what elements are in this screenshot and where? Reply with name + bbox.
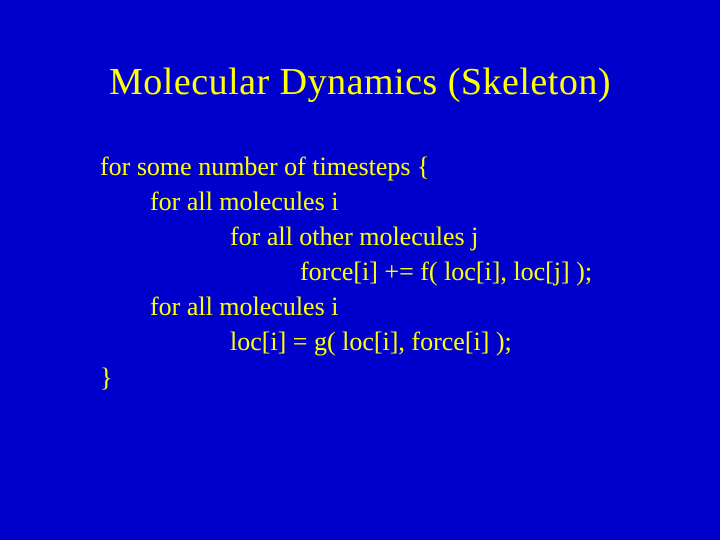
code-line: for all other molecules j <box>100 219 670 254</box>
code-line: loc[i] = g( loc[i], force[i] ); <box>100 324 670 359</box>
slide-container: Molecular Dynamics (Skeleton) for some n… <box>0 0 720 540</box>
code-line: for some number of timesteps { <box>100 149 670 184</box>
slide-title: Molecular Dynamics (Skeleton) <box>50 60 670 104</box>
code-line: for all molecules i <box>100 289 670 324</box>
code-line: for all molecules i <box>100 184 670 219</box>
slide-body: for some number of timesteps { for all m… <box>50 149 670 395</box>
code-line: } <box>100 360 670 395</box>
code-line: force[i] += f( loc[i], loc[j] ); <box>100 254 670 289</box>
